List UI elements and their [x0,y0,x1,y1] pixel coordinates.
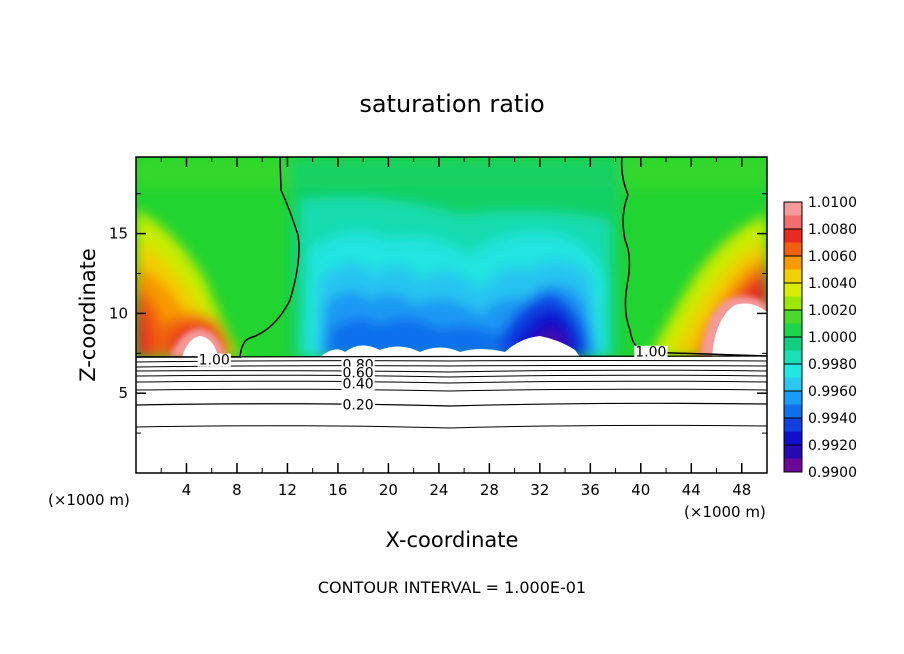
x-tick-label: 48 [732,481,751,499]
colorbar: 1.0100 1.0080 1.0060 1.0040 1.0020 1.0000 0.99… [783,195,857,481]
contour-label: 1.00 [635,345,666,361]
colorbar-swatch [784,418,802,432]
colorbar-swatch [784,323,802,338]
colorbar-swatch [784,337,802,351]
saturation-field: 1.00 1.000.800.600.400.20 [136,157,767,473]
contour-label: 1.00 [199,353,230,369]
y-tick-label: 5 [118,384,128,402]
contour-interval-footer: CONTOUR INTERVAL = 1.000E-01 [318,578,586,597]
colorbar-swatch [784,202,802,216]
colorbar-swatch [784,229,802,243]
colorbar-swatch [784,256,802,270]
colorbar-label: 1.0040 [808,276,857,292]
colorbar-swatch [784,364,802,378]
x-tick-label: 24 [429,481,448,499]
contour-label-background [634,345,668,359]
contour-label-background [341,398,375,412]
colorbar-swatch [784,458,802,473]
x-tick-label: 44 [682,481,701,499]
contour-line [136,424,767,429]
colorbar-swatch [784,445,802,459]
x-unit-left: (×1000 m) [48,491,130,509]
x-tick-label: 20 [379,481,398,499]
contour-line [136,402,767,407]
colorbar-label: 1.0020 [808,303,857,319]
x-tick-label: 8 [232,481,242,499]
x-tick-label: 16 [328,481,347,499]
colorbar-swatch [784,377,802,392]
x-tick-label: 12 [278,481,297,499]
colorbar-swatch [784,350,802,365]
contour-label: 0.60 [343,365,374,381]
contour-label-background [197,353,231,367]
contour-line [136,388,767,392]
x-tick-label: 40 [631,481,650,499]
contour-line-1-00-right [620,157,767,357]
x-axis-label: X-coordinate [386,528,519,552]
contour-line [136,365,767,368]
contour-line-1-00-left [136,157,300,358]
colorbar-swatch [784,296,802,311]
colorbar-label: 0.9940 [808,411,857,427]
colorbar-swatch [784,310,802,324]
colorbar-swatch [784,431,802,446]
colorbar-swatch [784,283,802,297]
colorbar-swatch [784,404,802,419]
x-axis: 4 8 12 16 20 24 28 32 36 40 44 48 [160,157,751,499]
x-unit-right: (×1000 m) [684,503,766,521]
contour-label: 0.20 [343,397,374,413]
plot-frame [135,156,768,474]
colorbar-swatch [784,215,802,230]
contour-line [136,360,767,363]
contour-line [136,369,767,373]
contour-label-background [341,366,375,380]
colorbar-label: 1.0060 [808,249,857,265]
colorbar-label: 0.9920 [808,438,857,454]
chart-title: saturation ratio [359,90,544,118]
y-tick-label: 10 [109,304,128,322]
colorbar-label: 0.9960 [808,384,857,400]
colorbar-swatch [784,242,802,257]
x-tick-label: 36 [581,481,600,499]
y-axis: 5 10 15 [109,193,767,434]
y-axis-label: Z-coordinate [76,248,100,382]
contour-label: 0.40 [343,377,374,393]
colorbar-label: 1.0000 [808,330,857,346]
colorbar-label: 0.9980 [808,357,857,373]
colorbar-swatch [784,269,802,284]
contour-line [136,380,767,384]
colorbar-label: 1.0100 [808,195,857,211]
colorbar-label: 0.9900 [808,465,857,481]
contour-line [136,374,767,378]
x-tick-label: 4 [182,481,192,499]
colorbar-swatch [784,391,802,405]
contour-label-background [341,377,375,391]
colorbar-label: 1.0080 [808,222,857,238]
x-tick-label: 28 [480,481,499,499]
y-tick-label: 15 [109,225,128,243]
x-tick-label: 32 [530,481,549,499]
